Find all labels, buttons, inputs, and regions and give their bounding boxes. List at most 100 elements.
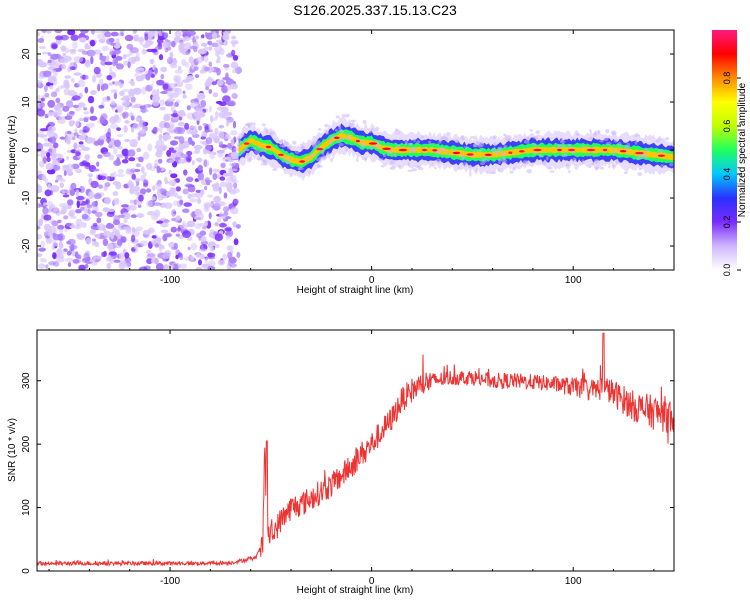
noise-blob <box>54 104 61 111</box>
noise-blob <box>199 230 207 236</box>
noise-blob <box>103 229 108 238</box>
noise-blob <box>83 107 88 111</box>
signal-scatter <box>410 147 416 152</box>
noise-blob <box>79 37 87 43</box>
noise-blob <box>199 253 206 260</box>
noise-blob <box>133 34 140 42</box>
noise-blob <box>181 30 189 34</box>
noise-blob <box>108 154 115 161</box>
signal-scatter <box>541 160 547 166</box>
noise-blob <box>231 42 236 48</box>
signal-scatter <box>393 153 396 157</box>
noise-blob <box>222 206 230 213</box>
noise-blob <box>170 40 176 48</box>
signal-scatter <box>362 119 367 125</box>
signal-peak <box>557 148 562 152</box>
noise-blob <box>72 136 76 141</box>
noise-blob <box>47 125 54 134</box>
noise-blob <box>155 263 164 270</box>
noise-blob <box>43 137 50 142</box>
noise-blob <box>39 160 45 168</box>
noise-blob <box>44 84 48 92</box>
noise-blob <box>154 243 159 248</box>
noise-blob <box>124 252 130 259</box>
noise-blob <box>230 61 239 69</box>
noise-blob <box>208 61 213 67</box>
noise-blob <box>149 166 156 172</box>
noise-blob <box>182 188 189 195</box>
snr-xlabel: Height of straight line (km) <box>297 585 414 596</box>
noise-blob <box>108 141 113 148</box>
noise-blob <box>113 139 121 148</box>
noise-blob <box>178 136 185 144</box>
noise-blob <box>83 117 89 123</box>
noise-blob <box>110 42 116 46</box>
signal-peak <box>243 142 250 145</box>
signal-scatter <box>532 143 537 147</box>
x-tick-label: 0 <box>369 576 375 587</box>
signal-scatter <box>546 156 549 161</box>
noise-blob <box>120 204 129 208</box>
signal-scatter <box>417 166 424 171</box>
noise-blob <box>212 173 218 180</box>
noise-blob <box>42 142 52 147</box>
signal-scatter <box>413 139 416 143</box>
noise-blob <box>146 249 151 255</box>
noise-blob <box>91 75 97 83</box>
noise-blob <box>118 252 125 260</box>
signal-scatter <box>462 156 465 161</box>
noise-blob <box>174 76 180 83</box>
noise-blob <box>177 121 185 127</box>
noise-blob <box>190 242 198 251</box>
noise-blob <box>82 129 88 133</box>
noise-blob <box>218 186 222 195</box>
noise-blob <box>198 248 208 252</box>
noise-blob <box>202 123 207 127</box>
signal-scatter <box>539 153 542 158</box>
noise-blob <box>46 168 56 175</box>
signal-scatter <box>439 147 445 152</box>
noise-blob <box>127 61 131 69</box>
noise-blob <box>131 234 136 243</box>
noise-blob <box>218 222 227 228</box>
noise-blob <box>64 75 72 79</box>
noise-blob <box>78 134 86 141</box>
noise-blob <box>230 138 235 146</box>
noise-blob <box>198 259 202 266</box>
noise-blob <box>166 98 176 102</box>
noise-blob <box>187 246 191 251</box>
signal-scatter <box>626 142 631 148</box>
noise-blob <box>132 123 141 130</box>
noise-blob <box>66 204 72 210</box>
signal-scatter <box>523 139 530 144</box>
noise-blob <box>83 111 90 115</box>
noise-blob <box>38 61 48 68</box>
noise-blob <box>76 200 81 209</box>
noise-blob <box>92 222 98 227</box>
noise-blob <box>178 116 183 121</box>
noise-blob <box>44 92 50 98</box>
signal-scatter <box>431 162 434 167</box>
noise-blob <box>179 263 187 269</box>
signal-scatter <box>613 148 617 154</box>
noise-blob <box>176 81 184 88</box>
noise-blob <box>204 201 213 208</box>
noise-blob <box>209 246 215 252</box>
noise-blob <box>166 149 172 157</box>
noise-blob <box>102 151 111 157</box>
noise-blob <box>61 205 68 214</box>
noise-blob <box>112 227 117 234</box>
snr-frame <box>36 329 675 572</box>
signal-scatter <box>557 143 562 149</box>
colorbar-tick-label: 0.8 <box>722 72 732 85</box>
noise-blob <box>184 61 190 68</box>
noise-blob <box>156 146 164 154</box>
noise-blob <box>37 145 42 153</box>
noise-blob <box>61 63 67 70</box>
noise-blob <box>88 191 94 200</box>
noise-blob <box>55 88 60 93</box>
noise-blob <box>164 180 169 184</box>
noise-blob <box>225 78 235 86</box>
signal-scatter <box>298 167 304 170</box>
noise-blob <box>37 109 46 117</box>
